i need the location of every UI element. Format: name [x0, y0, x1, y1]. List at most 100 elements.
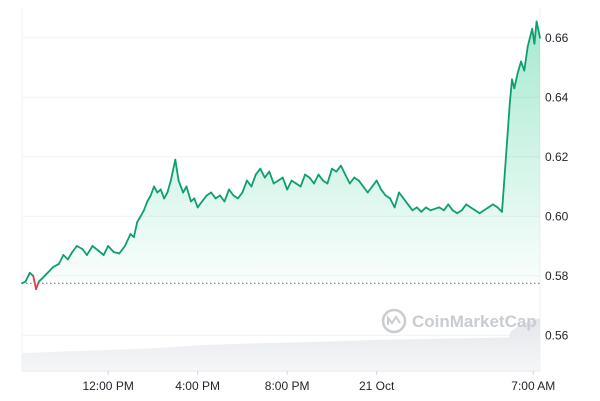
price-line-segment [107, 245, 115, 253]
price-line-segment [24, 271, 31, 283]
price-line-segment [492, 203, 499, 209]
price-line-segment [32, 274, 37, 291]
price-line-segment [375, 179, 383, 191]
coinmarketcap-watermark: CoinMarketCap [381, 308, 537, 334]
price-line-segment [460, 203, 468, 212]
y-tick-label: 0.66 [545, 31, 569, 45]
price-line-segment [254, 167, 262, 176]
price-line-segment [348, 176, 356, 185]
price-line-segment [535, 20, 541, 39]
price-line-segment [177, 179, 185, 194]
price-line-segment [259, 167, 266, 179]
price-line-segment [219, 194, 226, 203]
price-line-segment [62, 254, 69, 261]
price-line-segment [371, 179, 378, 188]
y-tick-label: 0.62 [545, 150, 569, 164]
price-line-segment [81, 248, 88, 256]
price-line-segment [146, 194, 152, 203]
price-line-segment [136, 215, 142, 224]
price-line-segment [159, 188, 166, 200]
price-line-segment [210, 191, 217, 200]
price-line-segment [67, 251, 74, 261]
y-tick-label: 0.64 [545, 90, 569, 104]
price-line-segment [241, 179, 248, 194]
price-line [21, 20, 541, 291]
price-line-segment [308, 176, 315, 185]
price-line-segment [124, 233, 132, 247]
x-tick-label: 21 Oct [359, 379, 395, 393]
price-line-segment [442, 203, 450, 212]
price-line-segment [132, 221, 139, 239]
price-line-segment [353, 176, 360, 182]
price-line-segment [393, 191, 400, 209]
x-tick-label: 12:00 PM [82, 379, 133, 393]
price-line-segment [142, 200, 149, 212]
price-line-segment [407, 203, 414, 212]
price-line-segment [317, 173, 324, 182]
price-line-segment [380, 188, 387, 197]
price-line-segment [523, 45, 529, 72]
price-line-segment [118, 245, 126, 255]
price-line-segment [501, 149, 508, 213]
x-axis: 12:00 PM 4:00 PM 8:00 PM 21 Oct 7:00 AM [82, 371, 555, 393]
x-tick-label: 4:00 PM [175, 379, 220, 393]
coinmarketcap-logo-icon [381, 308, 407, 334]
price-line-segment [75, 245, 84, 250]
price-line-segment [236, 191, 244, 200]
price-area [22, 21, 540, 284]
price-line-segment [339, 164, 347, 176]
y-axis: 0.56 0.58 0.60 0.62 0.64 0.66 [545, 31, 569, 343]
price-line-segment [174, 158, 180, 182]
price-line-segment [196, 200, 204, 209]
price-line-segment [516, 60, 522, 75]
price-line-segment [139, 209, 145, 218]
price-line-segment [86, 245, 94, 256]
price-line-segment [513, 72, 519, 90]
price-line-segment [268, 170, 275, 185]
price-line-segment [201, 194, 208, 203]
price-line-segment [533, 20, 538, 45]
price-line-segment [263, 170, 271, 179]
y-tick-label: 0.58 [545, 269, 569, 283]
price-line-segment [456, 209, 463, 215]
price-line-segment [153, 185, 159, 194]
y-tick-label: 0.56 [545, 328, 569, 342]
volume-shape [22, 318, 540, 371]
price-line-segment [193, 197, 199, 209]
x-tick-label: 8:00 PM [265, 379, 310, 393]
price-line-segment [112, 251, 121, 255]
price-line-segment [286, 179, 293, 191]
price-line-segment [402, 197, 409, 206]
price-line-segment [326, 167, 333, 185]
price-line-segment [366, 185, 374, 194]
price-line-segment [335, 164, 342, 173]
price-line-segment [205, 191, 213, 197]
price-line-segment [102, 245, 109, 256]
price-line-segment [97, 249, 105, 256]
price-line-segment [185, 185, 192, 203]
price-line-segment [149, 185, 155, 197]
price-line-segment [52, 262, 60, 268]
price-line-segment [474, 209, 481, 215]
price-line-segment [166, 179, 172, 194]
watermark-text: CoinMarketCap [412, 312, 537, 331]
price-line-segment [505, 102, 511, 152]
price-line-segment [228, 188, 235, 197]
price-line-segment [46, 265, 55, 274]
price-line-segment [344, 173, 351, 185]
price-line-segment [447, 203, 454, 212]
price-line-segment [169, 158, 177, 182]
volume-area [22, 318, 540, 371]
price-line-segment [420, 206, 427, 213]
price-line-segment [313, 173, 320, 185]
price-line-segment [91, 245, 99, 252]
price-line-segment [508, 78, 513, 105]
price-line-segment [478, 209, 486, 215]
price-line-segment [526, 36, 531, 48]
price-line-segment [299, 173, 307, 188]
coinmarketcap-logo-mark-icon [387, 315, 401, 325]
x-tick-label: 7:00 AM [511, 379, 555, 393]
price-line-segment [415, 206, 423, 213]
